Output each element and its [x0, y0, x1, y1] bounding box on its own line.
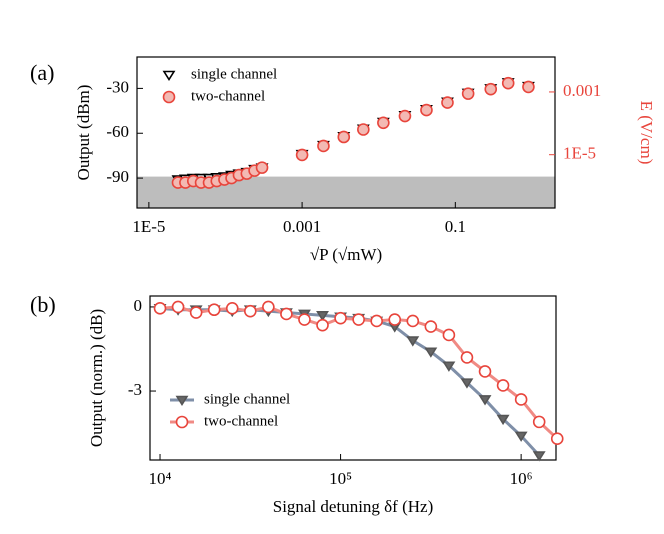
- data-point: [460, 378, 474, 389]
- data-point: [442, 361, 456, 372]
- data-point: [316, 311, 329, 322]
- data-point: [460, 351, 474, 364]
- x-tick-label: 10⁴: [149, 469, 172, 488]
- x-axis-label: √P (√mW): [310, 245, 382, 264]
- data-point: [478, 395, 492, 406]
- x-tick-label: 10⁶: [510, 469, 533, 488]
- data-point: [153, 302, 167, 315]
- y-axis-label: Output (dBm): [74, 85, 93, 181]
- y2-tick-label: 1E-5: [563, 144, 596, 163]
- data-point: [370, 314, 383, 328]
- panel-label: (b): [30, 292, 56, 317]
- y-tick-label: -30: [106, 77, 129, 96]
- data-point: [478, 365, 492, 378]
- y2-axis-label: E (V/cm): [637, 101, 656, 165]
- data-point: [388, 313, 402, 326]
- data-point: [337, 130, 351, 144]
- legend-marker: [162, 90, 176, 104]
- x-tick-label: 1E-5: [132, 217, 165, 236]
- legend-marker: [175, 415, 189, 429]
- x-tick-label: 0.1: [445, 217, 466, 236]
- legend-label: single channel: [204, 391, 290, 407]
- data-point: [522, 80, 535, 94]
- data-point: [377, 116, 390, 130]
- data-point: [532, 415, 546, 429]
- data-point: [514, 393, 528, 406]
- legend-label: two-channel: [204, 413, 278, 429]
- x-axis-label: Signal detuning δf (Hz): [273, 497, 434, 516]
- data-point: [357, 123, 370, 136]
- data-point: [496, 414, 510, 426]
- legend-label: single channel: [191, 66, 277, 82]
- legend-marker: [175, 395, 189, 407]
- data-point: [352, 313, 365, 326]
- data-point: [532, 451, 546, 462]
- data-point: [189, 306, 203, 319]
- data-point: [461, 87, 475, 100]
- data-point: [550, 432, 564, 445]
- legend-label: two-channel: [191, 88, 265, 104]
- data-point: [225, 302, 239, 315]
- y-tick-label: -60: [106, 122, 129, 141]
- legend-marker: [162, 70, 176, 82]
- data-point: [262, 300, 275, 314]
- data-point: [298, 313, 311, 326]
- plot-frame: [149, 295, 557, 461]
- data-point: [316, 318, 329, 332]
- plot-frame: [136, 56, 556, 209]
- data-point: [514, 431, 528, 442]
- data-point: [442, 328, 456, 342]
- data-point: [255, 161, 269, 174]
- data-point: [207, 303, 221, 317]
- data-point: [501, 76, 515, 90]
- data-point: [398, 109, 412, 123]
- data-point: [424, 320, 438, 333]
- y2-tick-label: 0.001: [563, 81, 601, 100]
- data-point: [406, 314, 420, 328]
- series-line: [159, 306, 541, 457]
- data-point: [406, 336, 420, 347]
- data-point: [334, 311, 347, 325]
- y-tick-label: 0: [134, 296, 143, 315]
- data-point: [420, 103, 433, 117]
- data-point: [280, 307, 293, 321]
- data-point: [171, 300, 185, 314]
- data-point: [244, 304, 257, 318]
- data-point: [295, 148, 309, 162]
- x-tick-label: 0.001: [283, 217, 321, 236]
- x-tick-label: 10⁵: [329, 469, 352, 488]
- data-point: [317, 139, 330, 153]
- data-point: [484, 82, 498, 96]
- data-point: [424, 347, 438, 358]
- y-axis-label: Output (norm.) (dB): [87, 309, 106, 447]
- panel-label: (a): [30, 60, 54, 85]
- y-tick-label: -90: [106, 167, 129, 186]
- data-point: [496, 379, 510, 392]
- data-point: [441, 96, 454, 109]
- y-tick-label: -3: [128, 380, 142, 399]
